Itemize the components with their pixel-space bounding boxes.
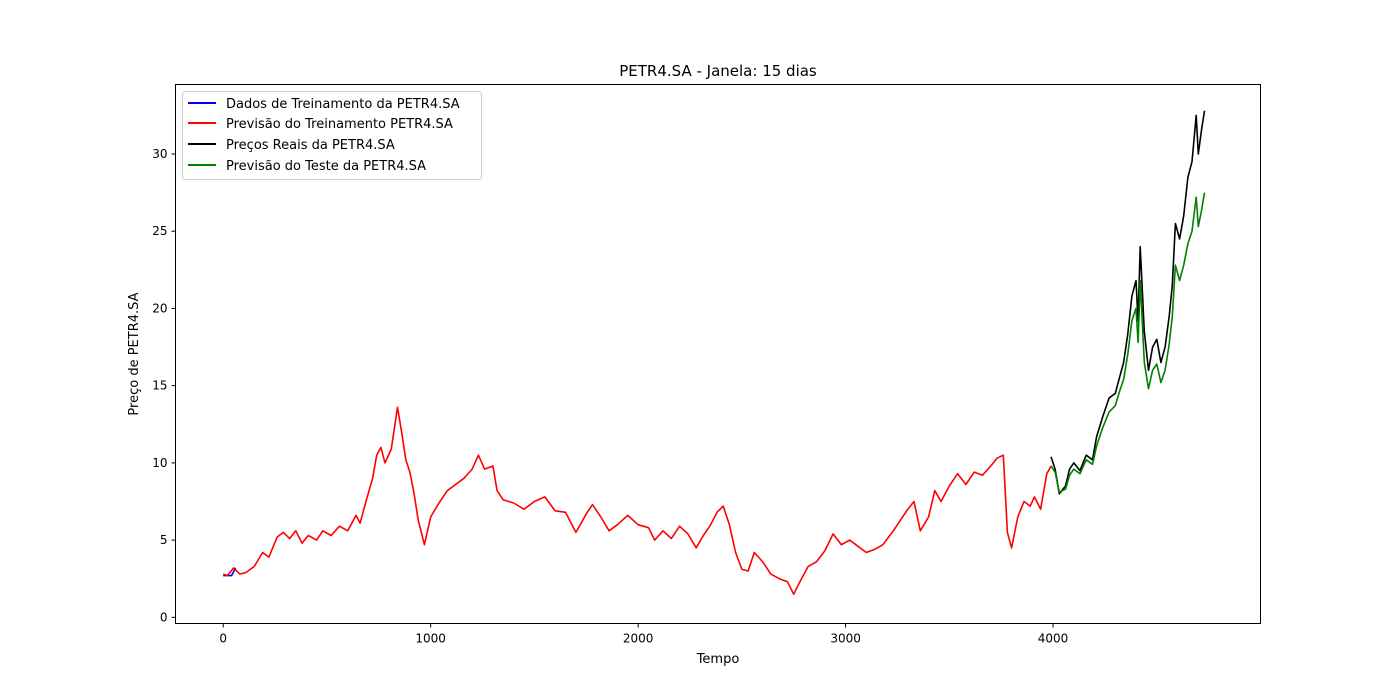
x-tick-label: 3000 (830, 632, 861, 646)
y-tick-label: 25 (152, 224, 167, 238)
series-line-2 (1050, 110, 1206, 495)
series-line-1 (222, 406, 1052, 596)
y-tick-label: 10 (152, 456, 167, 470)
y-tick-label: 0 (160, 610, 168, 624)
series-layer (222, 110, 1206, 596)
legend-label-test-pred: Previsão do Teste da PETR4.SA (226, 159, 426, 174)
legend: Dados de Treinamento da PETR4.SA Previsã… (182, 91, 482, 180)
y-tick-label: 30 (152, 147, 167, 161)
y-tick-label: 20 (152, 301, 167, 315)
chart-title: PETR4.SA - Janela: 15 dias (619, 62, 817, 80)
x-tick-label: 4000 (1038, 632, 1069, 646)
series-line-3 (1050, 192, 1206, 494)
y-axis-label: Preço de PETR4.SA (127, 292, 142, 415)
x-tick-label: 0 (219, 632, 227, 646)
y-ticks: 0 5 10 15 20 25 30 (152, 147, 176, 624)
x-axis-label: Tempo (696, 652, 740, 667)
plot-frame (175, 84, 1261, 624)
legend-box (182, 91, 482, 180)
x-tick-label: 2000 (623, 632, 654, 646)
x-ticks: 0 1000 2000 3000 4000 (219, 623, 1069, 646)
x-tick-label: 1000 (415, 632, 446, 646)
legend-label-train-pred: Previsão do Treinamento PETR4.SA (226, 117, 453, 132)
legend-label-real-prices: Preços Reais da PETR4.SA (226, 138, 395, 153)
legend-label-train-data: Dados de Treinamento da PETR4.SA (226, 97, 460, 112)
y-tick-label: 15 (152, 379, 167, 393)
y-tick-label: 5 (160, 533, 168, 547)
